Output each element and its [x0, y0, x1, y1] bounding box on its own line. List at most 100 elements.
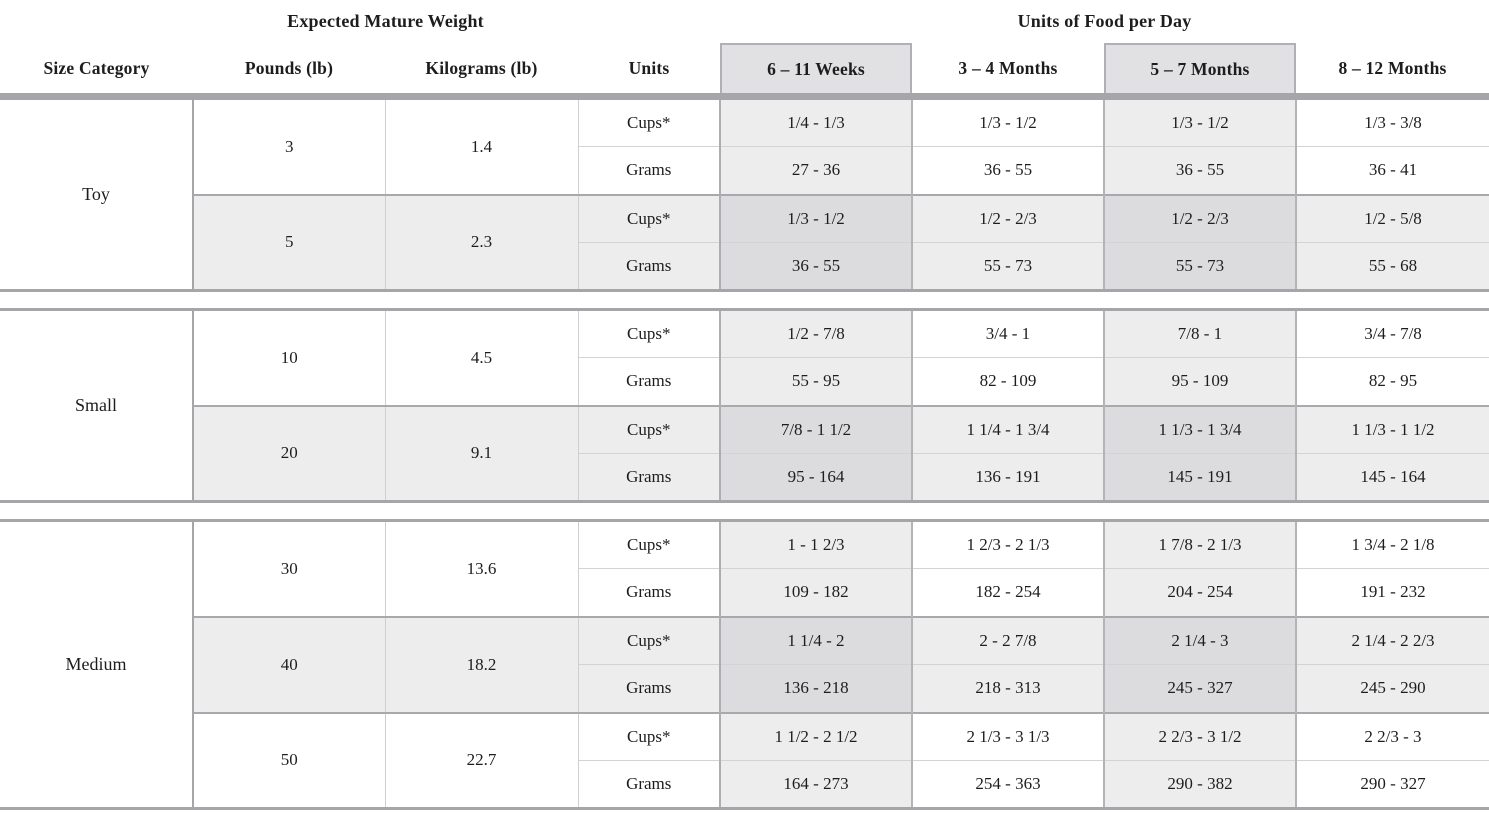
grams-amount-cell: 36 - 55: [911, 146, 1104, 195]
grams-amount-cell: 145 - 191: [1103, 453, 1296, 502]
pounds-cell: 3: [192, 98, 385, 195]
grams-amount-cell: 36 - 55: [1103, 146, 1296, 195]
units-of-food-per-day-title: Units of Food per Day: [1017, 11, 1192, 31]
column-header-3-4-months: 3 – 4 Months: [958, 57, 1058, 78]
cups-amount-cell: 1/2 - 2/3: [911, 193, 1104, 243]
cups-amount-cell: 1/3 - 1/2: [911, 98, 1104, 147]
size-category-cell: Small: [0, 309, 194, 502]
cups-amount-cell: 1/3 - 1/2: [720, 193, 912, 243]
table-header: Expected Mature Weight Units of Food per…: [0, 0, 1489, 97]
pounds-cell: 50: [192, 711, 385, 809]
grams-amount-cell: 55 - 95: [720, 357, 912, 406]
grams-row: Grams 27 - 36 36 - 55 36 - 55 36 - 41: [0, 146, 1489, 195]
cups-amount-cell: 1 2/3 - 2 1/3: [911, 520, 1104, 569]
cups-amount-cell: 2 1/4 - 3: [1103, 615, 1296, 665]
cups-amount-cell: 7/8 - 1: [1103, 309, 1296, 358]
grams-amount-cell: 36 - 55: [720, 242, 912, 291]
cups-amount-cell: 3/4 - 7/8: [1295, 309, 1489, 358]
grams-amount-cell: 55 - 68: [1295, 242, 1489, 291]
kilograms-cell: 22.7: [384, 711, 578, 809]
units-grams-cell: Grams: [577, 453, 721, 502]
grams-amount-cell: 27 - 36: [720, 146, 912, 195]
grams-amount-cell: 290 - 327: [1295, 760, 1489, 809]
size-section-small: Small 10 4.5 Cups* 1/2 - 7/8 3/4 - 1 7/8 - 1 3/…: [0, 308, 1489, 503]
kilograms-cell: 2.3: [384, 193, 578, 291]
size-section-medium: Medium 30 13.6 Cups* 1 - 1 2/3 1 2/3 - 2 1/3 1…: [0, 519, 1489, 810]
grams-amount-cell: 204 - 254: [1103, 568, 1296, 617]
cups-amount-cell: 1 1/3 - 1 1/2: [1295, 404, 1489, 454]
grams-amount-cell: 95 - 109: [1103, 357, 1296, 406]
grams-amount-cell: 191 - 232: [1295, 568, 1489, 617]
cups-amount-cell: 1 1/4 - 1 3/4: [911, 404, 1104, 454]
units-cups-cell: Cups*: [577, 520, 721, 569]
grams-amount-cell: 182 - 254: [911, 568, 1104, 617]
kilograms-cell: 1.4: [384, 98, 578, 195]
kilograms-cell: 13.6: [384, 520, 578, 617]
pounds-cell: 30: [192, 520, 385, 617]
grams-amount-cell: 218 - 313: [911, 664, 1104, 713]
column-header-8-12-months: 8 – 12 Months: [1338, 57, 1447, 78]
cups-amount-cell: 1 1/2 - 2 1/2: [720, 711, 912, 761]
units-cups-cell: Cups*: [577, 98, 721, 147]
grams-amount-cell: 136 - 218: [720, 664, 912, 713]
kilograms-cell: 4.5: [384, 309, 578, 406]
grams-amount-cell: 82 - 109: [911, 357, 1104, 406]
cups-amount-cell: 1 1/4 - 2: [720, 615, 912, 665]
grams-amount-cell: 36 - 41: [1295, 146, 1489, 195]
grams-row: Grams 95 - 164 136 - 191 145 - 191 145 - 164: [0, 453, 1489, 502]
cups-amount-cell: 1/4 - 1/3: [720, 98, 912, 147]
units-cups-cell: Cups*: [577, 309, 721, 358]
cups-amount-cell: 3/4 - 1: [911, 309, 1104, 358]
pounds-cell: 10: [192, 309, 385, 406]
size-category-cell: Toy: [0, 98, 194, 291]
cups-row: 5 2.3 Cups* 1/3 - 1/2 1/2 - 2/3 1/2 - 2/3 1/2 …: [0, 193, 1489, 291]
cups-amount-cell: 2 1/3 - 3 1/3: [911, 711, 1104, 761]
grams-amount-cell: 145 - 164: [1295, 453, 1489, 502]
grams-amount-cell: 136 - 191: [911, 453, 1104, 502]
cups-amount-cell: 1 3/4 - 2 1/8: [1295, 520, 1489, 569]
cups-amount-cell: 1 1/3 - 1 3/4: [1103, 404, 1296, 454]
grams-row: Grams 55 - 95 82 - 109 95 - 109 82 - 95: [0, 357, 1489, 406]
section-divider: [0, 292, 1489, 308]
cups-amount-cell: 1/2 - 7/8: [720, 309, 912, 358]
units-cups-cell: Cups*: [577, 615, 721, 665]
units-grams-cell: Grams: [577, 357, 721, 406]
grams-amount-cell: 55 - 73: [911, 242, 1104, 291]
grams-amount-cell: 164 - 273: [720, 760, 912, 809]
cups-amount-cell: 1/2 - 2/3: [1103, 193, 1296, 243]
cups-amount-cell: 1/2 - 5/8: [1295, 193, 1489, 243]
cups-row: Medium 30 13.6 Cups* 1 - 1 2/3 1 2/3 - 2 1/3 1…: [0, 520, 1489, 809]
size-section-toy: Toy 3 1.4 Cups* 1/4 - 1/3 1/3 - 1/2 1/3 - 1/2 1…: [0, 97, 1489, 292]
grams-row: Grams 136 - 218 218 - 313 245 - 327 245 - 29…: [0, 664, 1489, 713]
section-divider: [0, 503, 1489, 519]
units-grams-cell: Grams: [577, 146, 721, 195]
cups-amount-cell: 2 - 2 7/8: [911, 615, 1104, 665]
grams-amount-cell: 109 - 182: [720, 568, 912, 617]
units-cups-cell: Cups*: [577, 711, 721, 761]
units-grams-cell: Grams: [577, 664, 721, 713]
column-header-size-category: Size Category: [43, 57, 150, 78]
pounds-cell: 40: [192, 615, 385, 713]
units-grams-cell: Grams: [577, 242, 721, 291]
expected-mature-weight-title: Expected Mature Weight: [287, 11, 484, 31]
grams-amount-cell: 95 - 164: [720, 453, 912, 502]
cups-amount-cell: 2 1/4 - 2 2/3: [1295, 615, 1489, 665]
cups-row: 20 9.1 Cups* 7/8 - 1 1/2 1 1/4 - 1 3/4 1 1/3 …: [0, 404, 1489, 502]
column-header-units: Units: [628, 57, 670, 78]
cups-row: 50 22.7 Cups* 1 1/2 - 2 1/2 2 1/3 - 3 1/3 2 2…: [0, 711, 1489, 809]
grams-amount-cell: 245 - 327: [1103, 664, 1296, 713]
cups-amount-cell: 1 - 1 2/3: [720, 520, 912, 569]
grams-amount-cell: 245 - 290: [1295, 664, 1489, 713]
feeding-table-body: Toy 3 1.4 Cups* 1/4 - 1/3 1/3 - 1/2 1/3 - 1/2 1…: [0, 97, 1489, 810]
grams-row: Grams 164 - 273 254 - 363 290 - 382 290 - 32…: [0, 760, 1489, 809]
pounds-cell: 20: [192, 404, 385, 502]
cups-amount-cell: 1/3 - 3/8: [1295, 98, 1489, 147]
size-category-cell: Medium: [0, 520, 194, 809]
cups-amount-cell: 1/3 - 1/2: [1103, 98, 1296, 147]
grams-amount-cell: 82 - 95: [1295, 357, 1489, 406]
grams-amount-cell: 290 - 382: [1103, 760, 1296, 809]
grams-row: Grams 36 - 55 55 - 73 55 - 73 55 - 68: [0, 242, 1489, 291]
kilograms-cell: 18.2: [384, 615, 578, 713]
kilograms-cell: 9.1: [384, 404, 578, 502]
